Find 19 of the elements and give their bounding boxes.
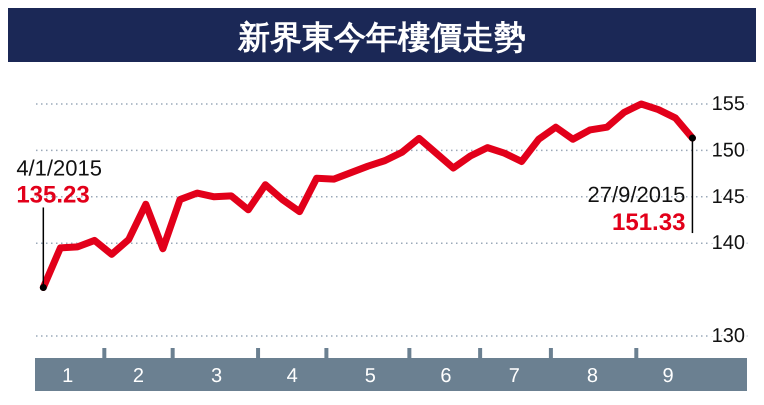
xtick: 1 [62, 365, 74, 387]
ytick: 150 [712, 139, 745, 162]
ytick: 155 [712, 93, 745, 115]
xtick: 9 [662, 365, 674, 387]
xtick: 4 [286, 365, 298, 387]
ytick: 145 [712, 186, 745, 208]
value-label: 135.23 [16, 181, 90, 208]
annotation: 27/9/2015 [588, 182, 686, 208]
xtick: 5 [364, 365, 376, 387]
xtick: 7 [508, 365, 520, 387]
xtick: 6 [440, 365, 452, 387]
annotation: 4/1/2015 [16, 155, 102, 180]
value-label: 151.33 [612, 209, 686, 236]
xtick: 8 [586, 365, 598, 387]
xtick: 2 [132, 365, 144, 387]
title: 新界東今年樓價走勢 [238, 19, 526, 55]
ytick: 130 [712, 325, 745, 347]
ytick: 140 [712, 232, 745, 254]
xtick: 3 [211, 365, 222, 387]
